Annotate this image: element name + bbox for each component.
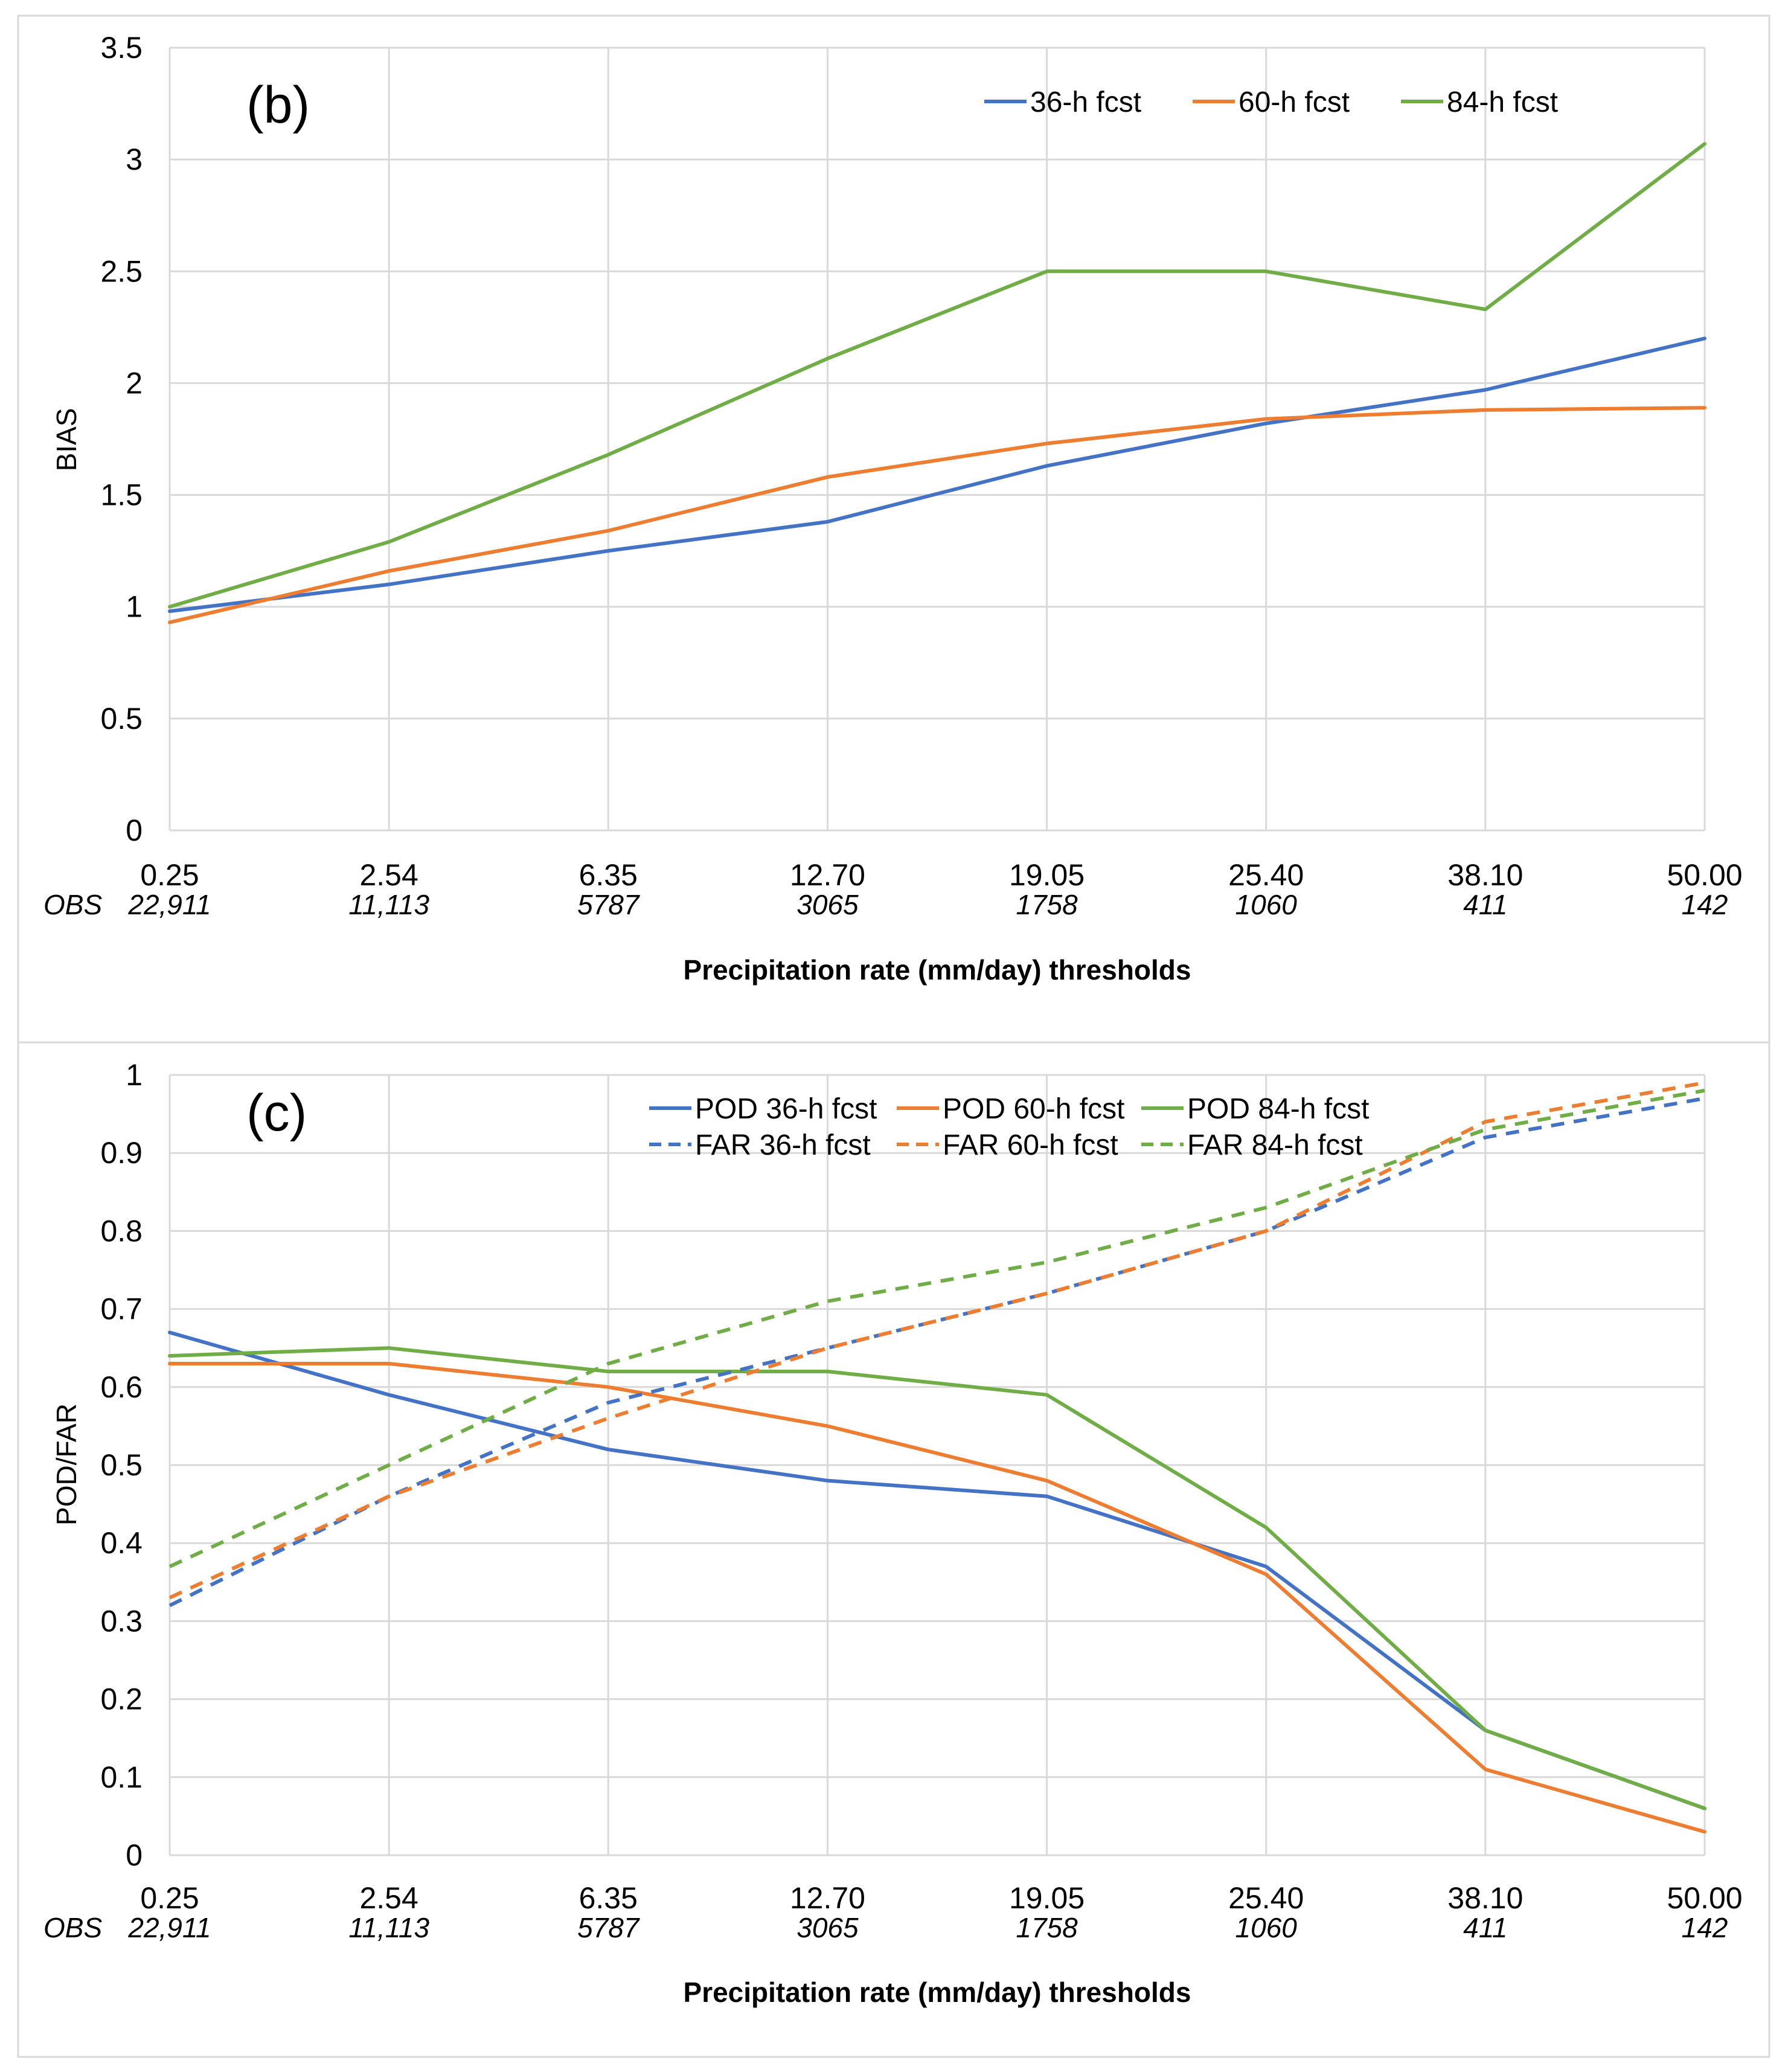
y-tick-label: 2.5 xyxy=(100,254,143,288)
obs-count-label: 1060 xyxy=(1235,889,1298,920)
y-tick-label: 0.3 xyxy=(100,1604,143,1638)
series-line-pod-60-h-fcst xyxy=(168,1362,1706,1834)
obs-count-label: 1758 xyxy=(1016,889,1078,920)
y-tick-label: 0.9 xyxy=(100,1136,143,1170)
y-tick-label: 2 xyxy=(126,366,143,400)
x-tick-label: 0.25 xyxy=(140,1881,199,1915)
obs-count-label: 3065 xyxy=(796,1912,859,1943)
x-tick-label: 6.35 xyxy=(579,1881,638,1915)
legend-label: 84-h fcst xyxy=(1447,86,1558,118)
obs-count-label: 22,911 xyxy=(127,1912,211,1943)
obs-row-label: OBS xyxy=(43,1912,102,1943)
obs-count-label: 3065 xyxy=(796,889,859,920)
obs-count-label: 1060 xyxy=(1235,1912,1298,1943)
y-tick-label: 3 xyxy=(126,143,143,176)
y-tick-label: 1.5 xyxy=(100,478,143,512)
x-tick-label: 0.25 xyxy=(140,858,199,892)
x-tick-label: 38.10 xyxy=(1447,858,1523,892)
x-tick-label: 50.00 xyxy=(1667,1881,1742,1915)
y-tick-label: 0.7 xyxy=(100,1292,143,1326)
legend-label: POD 36-h fcst xyxy=(695,1093,877,1125)
pod-far-chart-frame xyxy=(17,1041,1770,2058)
y-tick-label: 0.4 xyxy=(100,1526,143,1560)
x-axis-label-c: Precipitation rate (mm/day) thresholds xyxy=(684,1977,1191,2008)
x-tick-label: 19.05 xyxy=(1009,1881,1085,1915)
series-line-pod-36-h-fcst xyxy=(168,1330,1706,1811)
y-tick-label: 0.8 xyxy=(100,1214,143,1248)
obs-count-label: 22,911 xyxy=(127,889,211,920)
obs-count-label: 11,113 xyxy=(348,889,429,920)
y-tick-label: 0.5 xyxy=(100,1448,143,1482)
obs-count-label: 5787 xyxy=(577,889,640,920)
y-tick-label: 0.6 xyxy=(100,1370,143,1404)
y-tick-label: 1 xyxy=(126,1058,143,1092)
y-tick-label: 0 xyxy=(126,813,143,847)
x-tick-label: 19.05 xyxy=(1009,858,1085,892)
series-line-far-84-h-fcst xyxy=(168,1088,1705,1568)
y-tick-label: 0.1 xyxy=(100,1760,143,1794)
legend-label: POD 60-h fcst xyxy=(943,1093,1124,1125)
obs-count-label: 1758 xyxy=(1016,1912,1078,1943)
legend-b: 36-h fcst 60-h fcst 84-h fcst xyxy=(984,86,1558,118)
obs-count-label: 142 xyxy=(1682,1912,1728,1943)
panel-label-c: (c) xyxy=(246,1084,307,1142)
x-tick-label: 2.54 xyxy=(359,858,418,892)
y-tick-label: 3.5 xyxy=(100,31,143,65)
x-tick-label: 12.70 xyxy=(790,1881,865,1915)
obs-row-label: OBS xyxy=(43,889,102,920)
legend-label: FAR 84-h fcst xyxy=(1187,1129,1363,1161)
y-tick-label: 0.5 xyxy=(100,702,143,736)
obs-count-label: 5787 xyxy=(577,1912,640,1943)
panel-label-b: (b) xyxy=(246,76,310,134)
x-tick-label: 25.40 xyxy=(1228,858,1304,892)
y-tick-label: 1 xyxy=(126,590,143,624)
y-axis-label-bias: BIAS xyxy=(51,408,82,472)
x-axis-label-b: Precipitation rate (mm/day) thresholds xyxy=(684,954,1191,986)
legend-label: FAR 36-h fcst xyxy=(695,1129,871,1161)
obs-count-label: 411 xyxy=(1463,1912,1507,1943)
series-line-far-36-h-fcst xyxy=(168,1096,1705,1608)
series-line-60-h-fcst xyxy=(168,406,1706,624)
y-tick-label: 0 xyxy=(126,1838,143,1872)
series-line-far-60-h-fcst xyxy=(168,1080,1705,1600)
x-tick-label: 50.00 xyxy=(1667,858,1742,892)
y-axis-label-pod-far: POD/FAR xyxy=(51,1403,82,1525)
series-line-36-h-fcst xyxy=(168,336,1706,614)
x-tick-label: 2.54 xyxy=(359,1881,418,1915)
legend-label: 36-h fcst xyxy=(1030,86,1141,118)
legend-label: POD 84-h fcst xyxy=(1187,1093,1369,1125)
x-tick-label: 38.10 xyxy=(1447,1881,1523,1915)
y-tick-label: 0.2 xyxy=(100,1682,143,1716)
legend-label: FAR 60-h fcst xyxy=(943,1129,1118,1161)
x-tick-label: 6.35 xyxy=(579,858,638,892)
x-tick-label: 12.70 xyxy=(790,858,865,892)
obs-count-label: 11,113 xyxy=(348,1912,429,1943)
series-line-84-h-fcst xyxy=(168,142,1706,609)
obs-count-label: 411 xyxy=(1463,889,1507,920)
x-tick-label: 25.40 xyxy=(1228,1881,1304,1915)
obs-count-label: 142 xyxy=(1682,889,1728,920)
legend-c: POD 36-h fcst POD 60-h fcst POD 84-h fcst F… xyxy=(649,1093,1369,1161)
legend-label: 60-h fcst xyxy=(1238,86,1350,118)
series-line-pod-84-h-fcst xyxy=(168,1346,1706,1811)
